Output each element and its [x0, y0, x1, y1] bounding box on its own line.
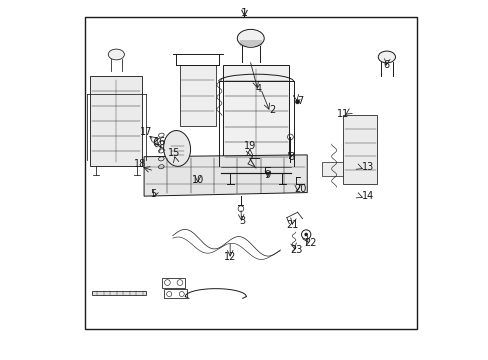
Text: 12: 12: [224, 252, 236, 262]
Text: 20: 20: [293, 184, 305, 194]
Text: 7: 7: [296, 96, 303, 106]
Text: 6: 6: [382, 60, 388, 70]
Text: 1: 1: [241, 8, 247, 18]
Text: 9: 9: [264, 170, 270, 180]
Text: 22: 22: [304, 238, 316, 248]
Text: 23: 23: [290, 245, 302, 255]
Text: 14: 14: [361, 191, 374, 201]
Text: 21: 21: [286, 220, 299, 230]
Text: 11: 11: [336, 109, 348, 119]
Ellipse shape: [378, 51, 395, 63]
Ellipse shape: [237, 30, 264, 47]
Circle shape: [304, 233, 307, 236]
Bar: [85, 17, 416, 329]
Text: 18: 18: [134, 159, 146, 169]
Text: 16: 16: [154, 138, 166, 147]
Bar: [343, 116, 376, 184]
Bar: [90, 76, 142, 166]
Polygon shape: [144, 155, 306, 196]
Ellipse shape: [163, 131, 190, 166]
Text: 8: 8: [287, 152, 294, 162]
Text: 19: 19: [243, 141, 256, 151]
Circle shape: [295, 100, 299, 104]
Text: 13: 13: [361, 162, 374, 172]
Text: 15: 15: [168, 148, 181, 158]
Ellipse shape: [108, 49, 124, 60]
Bar: [321, 162, 343, 176]
Text: 3: 3: [239, 216, 245, 226]
Text: 4: 4: [255, 84, 261, 94]
Bar: [223, 65, 289, 173]
Bar: [180, 65, 215, 126]
Text: 10: 10: [191, 175, 203, 185]
Bar: [163, 289, 187, 298]
Text: 2: 2: [269, 105, 275, 115]
Text: 17: 17: [140, 127, 152, 136]
Bar: [92, 291, 145, 295]
Bar: [162, 278, 185, 288]
Text: 5: 5: [150, 189, 156, 199]
